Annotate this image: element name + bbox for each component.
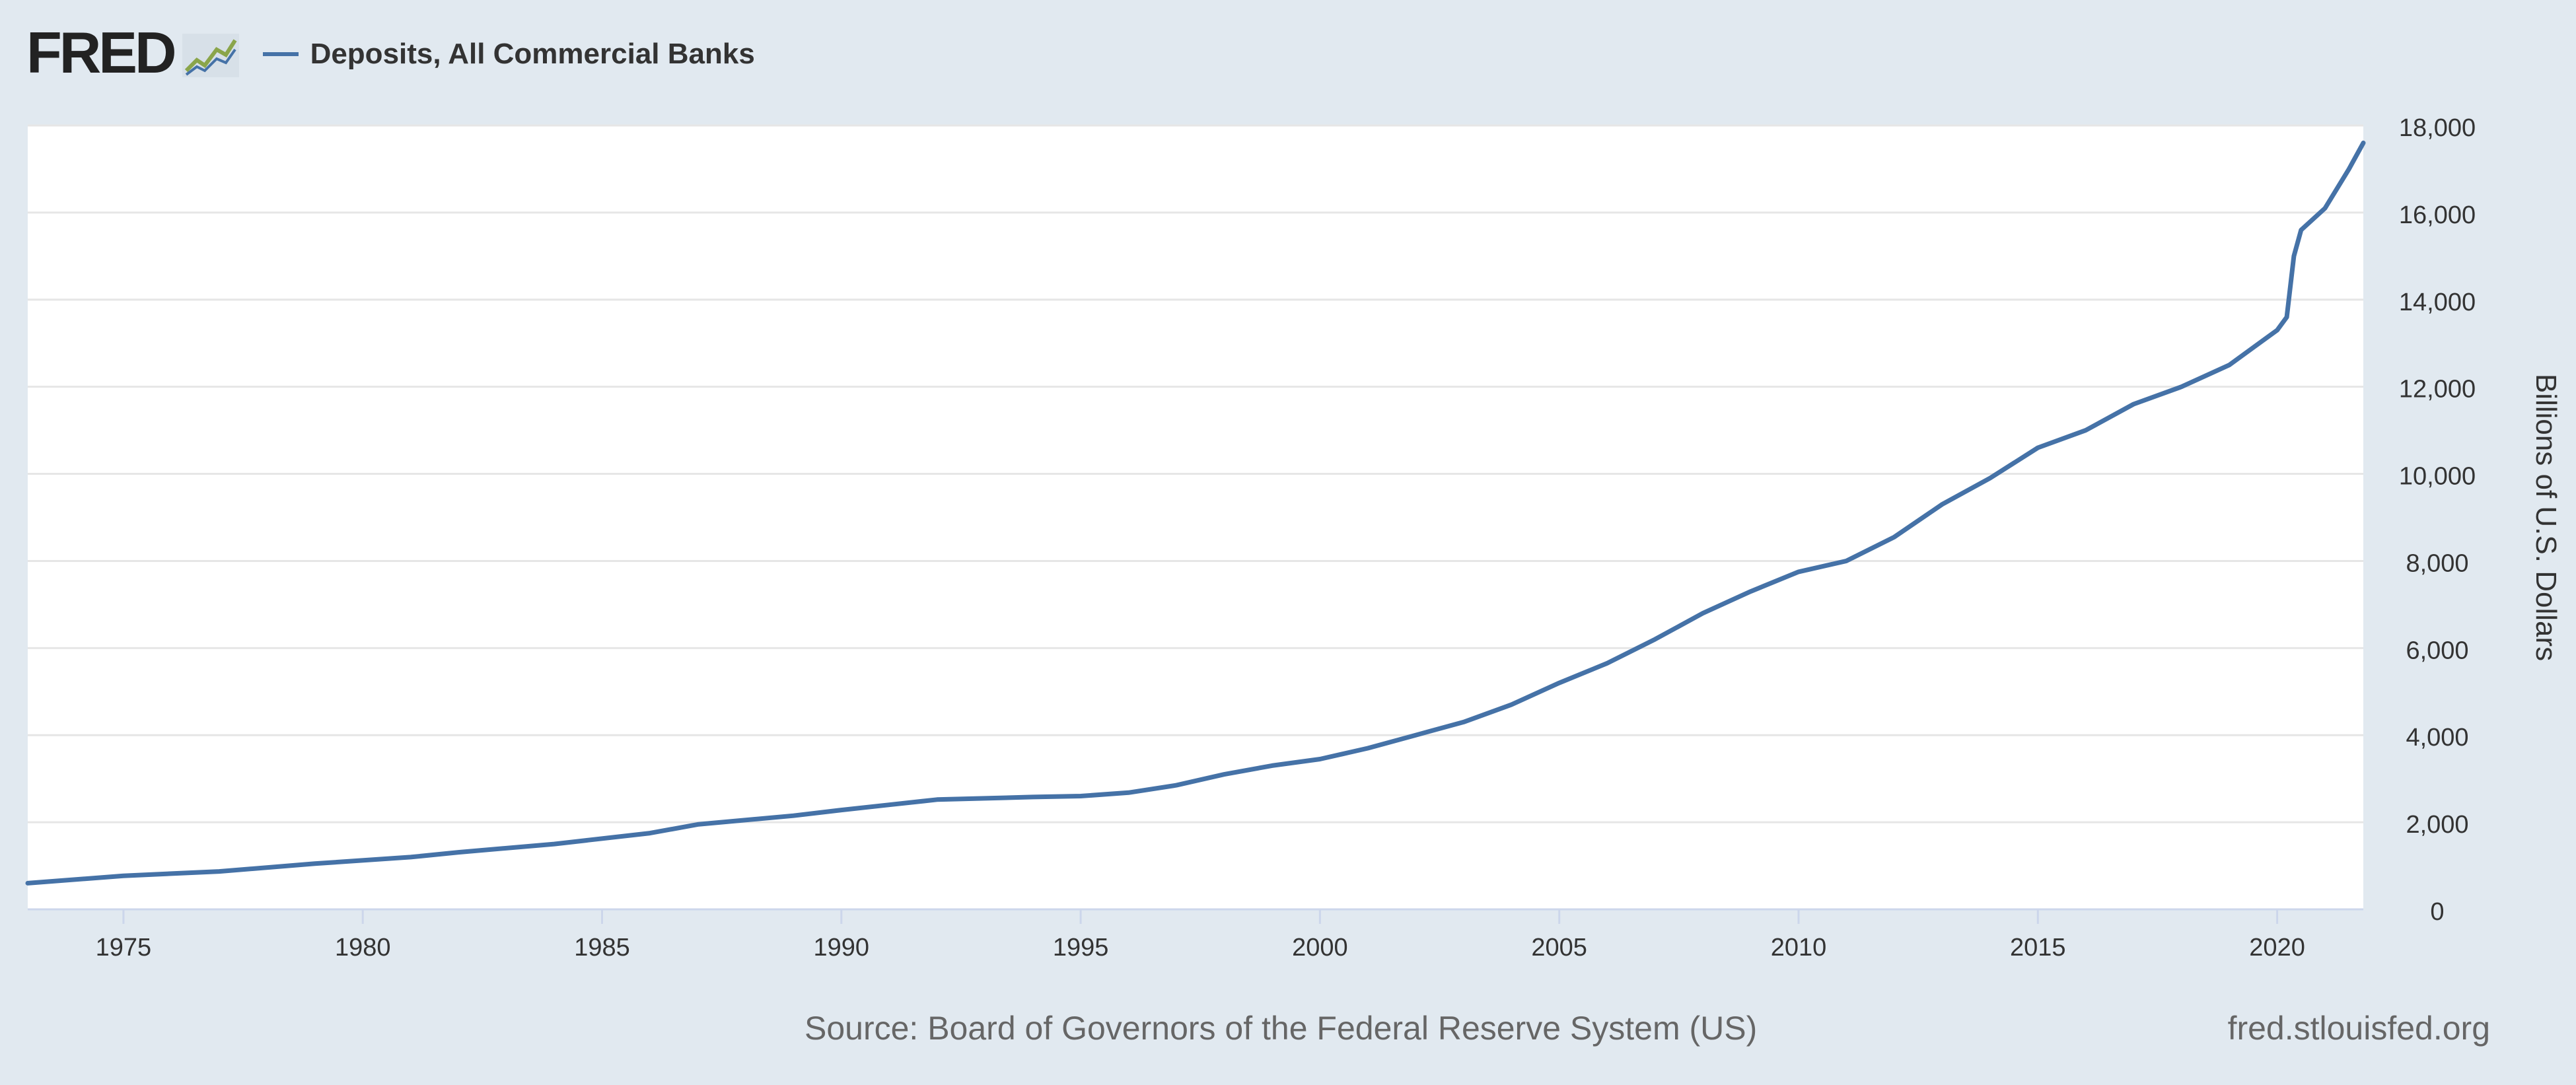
legend-swatch <box>262 52 299 56</box>
y-tick-label: 14,000 <box>2399 289 2476 316</box>
legend[interactable]: Deposits, All Commercial Banks <box>262 38 755 71</box>
fred-chart-icon <box>182 34 239 77</box>
y-tick-label: 12,000 <box>2399 376 2476 403</box>
x-tick-label: 2015 <box>2010 934 2066 962</box>
plot-area <box>28 125 2363 909</box>
y-axis-title: Billions of U.S. Dollars <box>2530 374 2562 661</box>
legend-label: Deposits, All Commercial Banks <box>310 38 755 70</box>
x-tick-label: 2000 <box>1292 934 1348 962</box>
x-tick-label: 2020 <box>2249 934 2305 962</box>
series-line <box>25 140 2366 886</box>
x-tick-label: 1995 <box>1053 934 1109 962</box>
fred-logo[interactable]: FRED <box>26 20 177 85</box>
source-note: Source: Board of Governors of the Federa… <box>805 1010 1758 1047</box>
x-tick-label: 1980 <box>335 934 391 962</box>
y-tick-label: 16,000 <box>2399 201 2476 229</box>
x-tick-label: 2010 <box>1771 934 1827 962</box>
y-tick-label: 6,000 <box>2406 637 2468 664</box>
site-link[interactable]: fred.stlouisfed.org <box>2227 1010 2490 1047</box>
x-tick-label: 1990 <box>814 934 870 962</box>
chart-header: FRED Deposits, All Commercial Banks <box>26 20 755 86</box>
y-tick-label: 2,000 <box>2406 811 2468 839</box>
y-tick-label: 18,000 <box>2399 114 2476 142</box>
x-tick-label: 1985 <box>574 934 630 962</box>
y-tick-label: 8,000 <box>2406 549 2468 577</box>
y-tick-label: 0 <box>2430 898 2444 926</box>
y-tick-label: 10,000 <box>2399 463 2476 491</box>
y-tick-label: 4,000 <box>2406 724 2468 752</box>
x-tick-label: 2005 <box>1531 934 1587 962</box>
x-tick-label: 1975 <box>96 934 152 962</box>
